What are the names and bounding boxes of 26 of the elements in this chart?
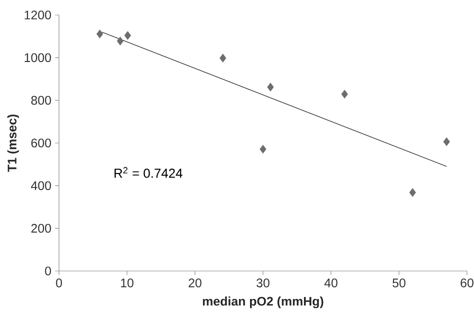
point [124, 31, 132, 40]
point [409, 188, 416, 197]
point [116, 36, 124, 46]
x-tick-label: 50 [392, 278, 406, 288]
x-tick-label: 20 [188, 278, 202, 288]
y-tick-label: 400 [30, 181, 51, 190]
y-tick-label: 200 [31, 224, 51, 233]
y-tick-label: 800 [31, 96, 51, 105]
point [220, 54, 226, 62]
x-tick-label: 60 [460, 278, 474, 288]
x-tick-label: 0 [56, 278, 62, 288]
y-tick-label: 600 [31, 138, 51, 148]
y-axis-title: T1 (msec) [7, 114, 19, 172]
x-tick-label: 10 [121, 278, 134, 288]
point [96, 30, 104, 38]
x-tick-label: 30 [256, 278, 270, 288]
x-axis-title: median pO2 (mmHg) [202, 296, 324, 308]
y-tick-label: 0 [45, 266, 51, 276]
point [341, 90, 348, 99]
y-tick-label: 1200 [24, 10, 51, 20]
annotation: R$^{2}$ = 0.7424 [114, 167, 182, 178]
x-tick-label: 40 [324, 278, 338, 288]
point [443, 137, 450, 146]
point [267, 82, 274, 92]
point [260, 144, 266, 154]
y-tick-label: 1000 [24, 53, 51, 62]
